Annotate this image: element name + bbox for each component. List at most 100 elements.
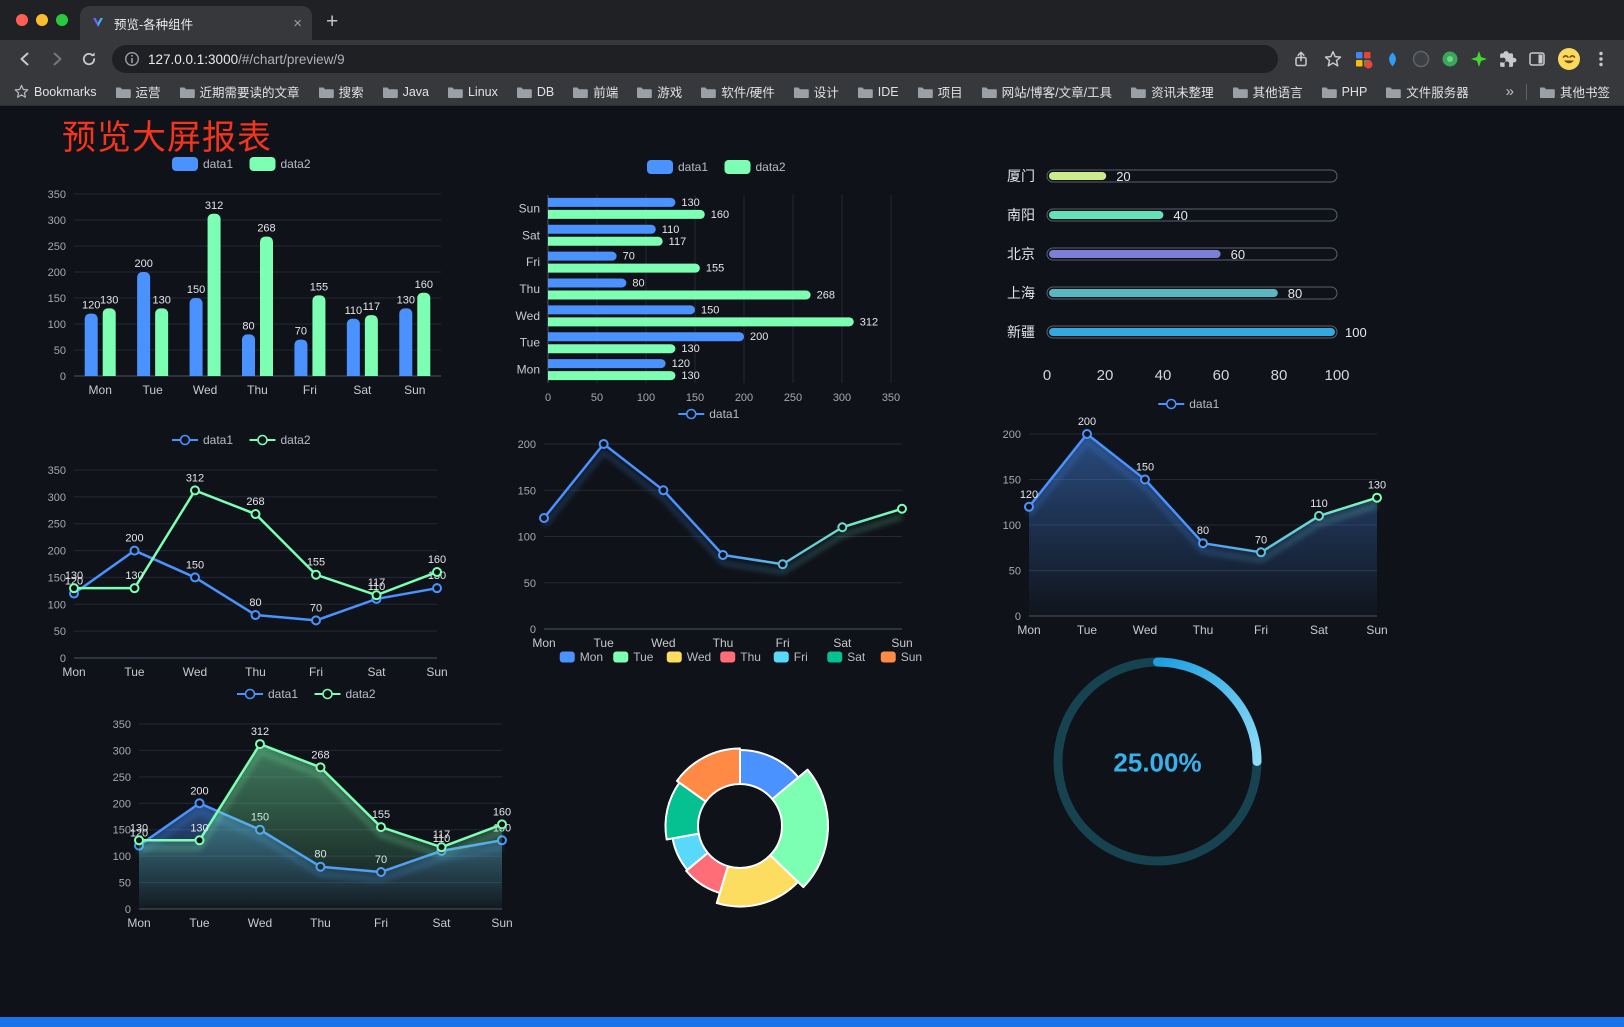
svg-text:100: 100 bbox=[637, 392, 655, 404]
svg-text:268: 268 bbox=[817, 290, 835, 302]
profile-avatar[interactable] bbox=[1557, 47, 1581, 71]
bookmark-folder[interactable]: 资讯未整理 bbox=[1130, 82, 1214, 101]
bookmark-folder[interactable]: 项目 bbox=[917, 82, 963, 101]
zoom-window-button[interactable] bbox=[56, 14, 68, 26]
bookmark-folder[interactable]: Linux bbox=[447, 82, 498, 101]
svg-text:80: 80 bbox=[1271, 367, 1288, 384]
svg-text:Fri: Fri bbox=[526, 255, 540, 269]
svg-text:25.00%: 25.00% bbox=[1113, 748, 1201, 778]
bookmark-folder[interactable]: 运营 bbox=[115, 82, 161, 101]
svg-text:40: 40 bbox=[1173, 208, 1187, 223]
chart-line-two-series[interactable]: data1 data2 0 50 100 150 200 250 300 350 Mon Tue Wed… bbox=[30, 424, 455, 692]
svg-text:268: 268 bbox=[246, 496, 264, 508]
chart-line-area[interactable]: data1 0 50 100 150 200 Mon Tue Wed Thu Fri Sat Sun 12… bbox=[985, 388, 1395, 650]
bookmark-folder[interactable]: 网站/博客/文章/工具 bbox=[981, 82, 1112, 101]
bookmark-folder[interactable]: DB bbox=[516, 82, 554, 101]
extension-sparkle-icon[interactable] bbox=[1470, 50, 1488, 68]
forward-button[interactable] bbox=[42, 44, 72, 74]
bookmarks-overflow-chevron[interactable]: » bbox=[1505, 83, 1514, 100]
chart-ring-progress[interactable]: 25.00% bbox=[1040, 644, 1275, 879]
svg-text:Mon: Mon bbox=[127, 916, 150, 930]
svg-text:Wed: Wed bbox=[1133, 623, 1157, 637]
svg-text:data1: data1 bbox=[203, 157, 233, 171]
chart-grouped-bar-horizontal[interactable]: data1 data2 0 50 100 150 200 250 300 350 Mon 120 130… bbox=[500, 151, 935, 413]
bookmark-folder[interactable]: PHP bbox=[1321, 82, 1367, 101]
svg-text:110: 110 bbox=[1310, 498, 1328, 510]
url-path: /#/chart/preview/9 bbox=[238, 51, 345, 67]
svg-text:150: 150 bbox=[48, 293, 66, 305]
svg-text:data1: data1 bbox=[709, 407, 739, 421]
svg-text:100: 100 bbox=[48, 319, 66, 331]
extension-green-circle-icon[interactable] bbox=[1441, 50, 1459, 68]
svg-text:350: 350 bbox=[882, 392, 900, 404]
chart-grouped-bar-vertical[interactable]: data1 data2 0 50 100 150 200 250 300 350 Mon 120 130… bbox=[30, 148, 455, 408]
back-button[interactable] bbox=[10, 44, 40, 74]
svg-text:50: 50 bbox=[54, 345, 66, 357]
bookmark-label: 搜索 bbox=[338, 86, 364, 100]
share-icon bbox=[1295, 51, 1307, 67]
bookmark-folder[interactable]: 前端 bbox=[572, 82, 618, 101]
bookmark-folder[interactable]: 其他语言 bbox=[1232, 82, 1303, 101]
address-bar[interactable]: 127.0.0.1:3000/#/chart/preview/9 bbox=[112, 45, 1278, 73]
bookmark-star-button[interactable] bbox=[1318, 44, 1348, 74]
menu-dots-icon[interactable] bbox=[1592, 50, 1610, 68]
svg-text:160: 160 bbox=[493, 806, 511, 818]
svg-text:80: 80 bbox=[242, 320, 254, 332]
svg-text:200: 200 bbox=[750, 331, 768, 343]
extension-grid-icon[interactable] bbox=[1354, 50, 1373, 69]
svg-text:200: 200 bbox=[1003, 429, 1021, 441]
site-info-icon[interactable] bbox=[124, 51, 140, 67]
bookmarks-manager[interactable]: Bookmarks bbox=[14, 84, 97, 99]
extensions-puzzle-icon[interactable] bbox=[1499, 50, 1517, 68]
new-tab-button[interactable]: + bbox=[326, 10, 339, 33]
svg-text:130: 130 bbox=[190, 822, 208, 834]
close-window-button[interactable] bbox=[16, 14, 28, 26]
svg-text:150: 150 bbox=[1136, 462, 1154, 474]
bookmark-label: 文件服务器 bbox=[1406, 86, 1469, 100]
svg-text:Mon: Mon bbox=[62, 665, 85, 679]
minimize-window-button[interactable] bbox=[36, 14, 48, 26]
bottom-accent-bar bbox=[0, 1017, 1624, 1027]
reload-button[interactable] bbox=[74, 44, 104, 74]
share-button[interactable] bbox=[1286, 44, 1316, 74]
folder-icon bbox=[793, 87, 809, 98]
browser-tab[interactable]: 预览-各种组件 × bbox=[80, 6, 312, 40]
bookmark-folder[interactable]: 近期需要读的文章 bbox=[179, 82, 300, 101]
svg-text:Sun: Sun bbox=[519, 201, 540, 215]
other-bookmarks-folder[interactable]: 其他书签 bbox=[1539, 82, 1610, 101]
svg-text:80: 80 bbox=[1288, 286, 1302, 301]
svg-text:200: 200 bbox=[48, 546, 66, 558]
chart-capsule-bars[interactable]: 厦门 20 南阳 40 北京 60 上海 80 新疆 100 0 20 40 60 80 100 bbox=[985, 154, 1395, 439]
browser-toolbar: 127.0.0.1:3000/#/chart/preview/9 bbox=[0, 40, 1624, 78]
extension-drop-icon[interactable] bbox=[1384, 51, 1401, 68]
svg-text:150: 150 bbox=[186, 559, 204, 571]
bookmark-folder[interactable]: 软件/硬件 bbox=[700, 82, 775, 101]
tab-close-icon[interactable]: × bbox=[293, 14, 302, 32]
chart-line-two-series-area[interactable]: data1 data2 0 50 100 150 200 250 300 350 Mon Tue Wed… bbox=[95, 678, 520, 943]
bookmark-folder[interactable]: IDE bbox=[857, 82, 899, 101]
svg-text:250: 250 bbox=[48, 241, 66, 253]
bookmark-folder[interactable]: 搜索 bbox=[318, 82, 364, 101]
bookmark-folder[interactable]: Java bbox=[382, 82, 429, 101]
chart-line-gradient[interactable]: data1 0 50 100 150 200 Mon Tue Wed Thu Fri Sat Sun bbox=[500, 398, 920, 663]
svg-text:200: 200 bbox=[113, 798, 131, 810]
svg-text:80: 80 bbox=[249, 597, 261, 609]
svg-text:Tue: Tue bbox=[594, 636, 615, 650]
url-text[interactable]: 127.0.0.1:3000/#/chart/preview/9 bbox=[148, 52, 345, 67]
bookmark-folder[interactable]: 设计 bbox=[793, 82, 839, 101]
extension-dark-circle-icon[interactable] bbox=[1412, 50, 1430, 68]
svg-text:110: 110 bbox=[345, 305, 363, 317]
svg-text:新疆: 新疆 bbox=[1007, 324, 1035, 340]
svg-text:0: 0 bbox=[60, 653, 66, 665]
svg-text:data2: data2 bbox=[281, 157, 311, 171]
bookmark-label: IDE bbox=[877, 84, 899, 99]
reload-icon bbox=[82, 52, 96, 66]
chart-rose-donut[interactable]: Mon Tue Wed Thu Fri Sat Sun bbox=[545, 641, 935, 961]
sidebar-toggle-icon[interactable] bbox=[1528, 50, 1546, 68]
bookmark-folder[interactable]: 游戏 bbox=[636, 82, 682, 101]
folder-icon bbox=[637, 87, 653, 98]
bookmark-label: 游戏 bbox=[657, 86, 683, 100]
svg-text:50: 50 bbox=[54, 626, 66, 638]
folder-icon bbox=[573, 87, 589, 98]
bookmark-folder[interactable]: 文件服务器 bbox=[1385, 82, 1469, 101]
